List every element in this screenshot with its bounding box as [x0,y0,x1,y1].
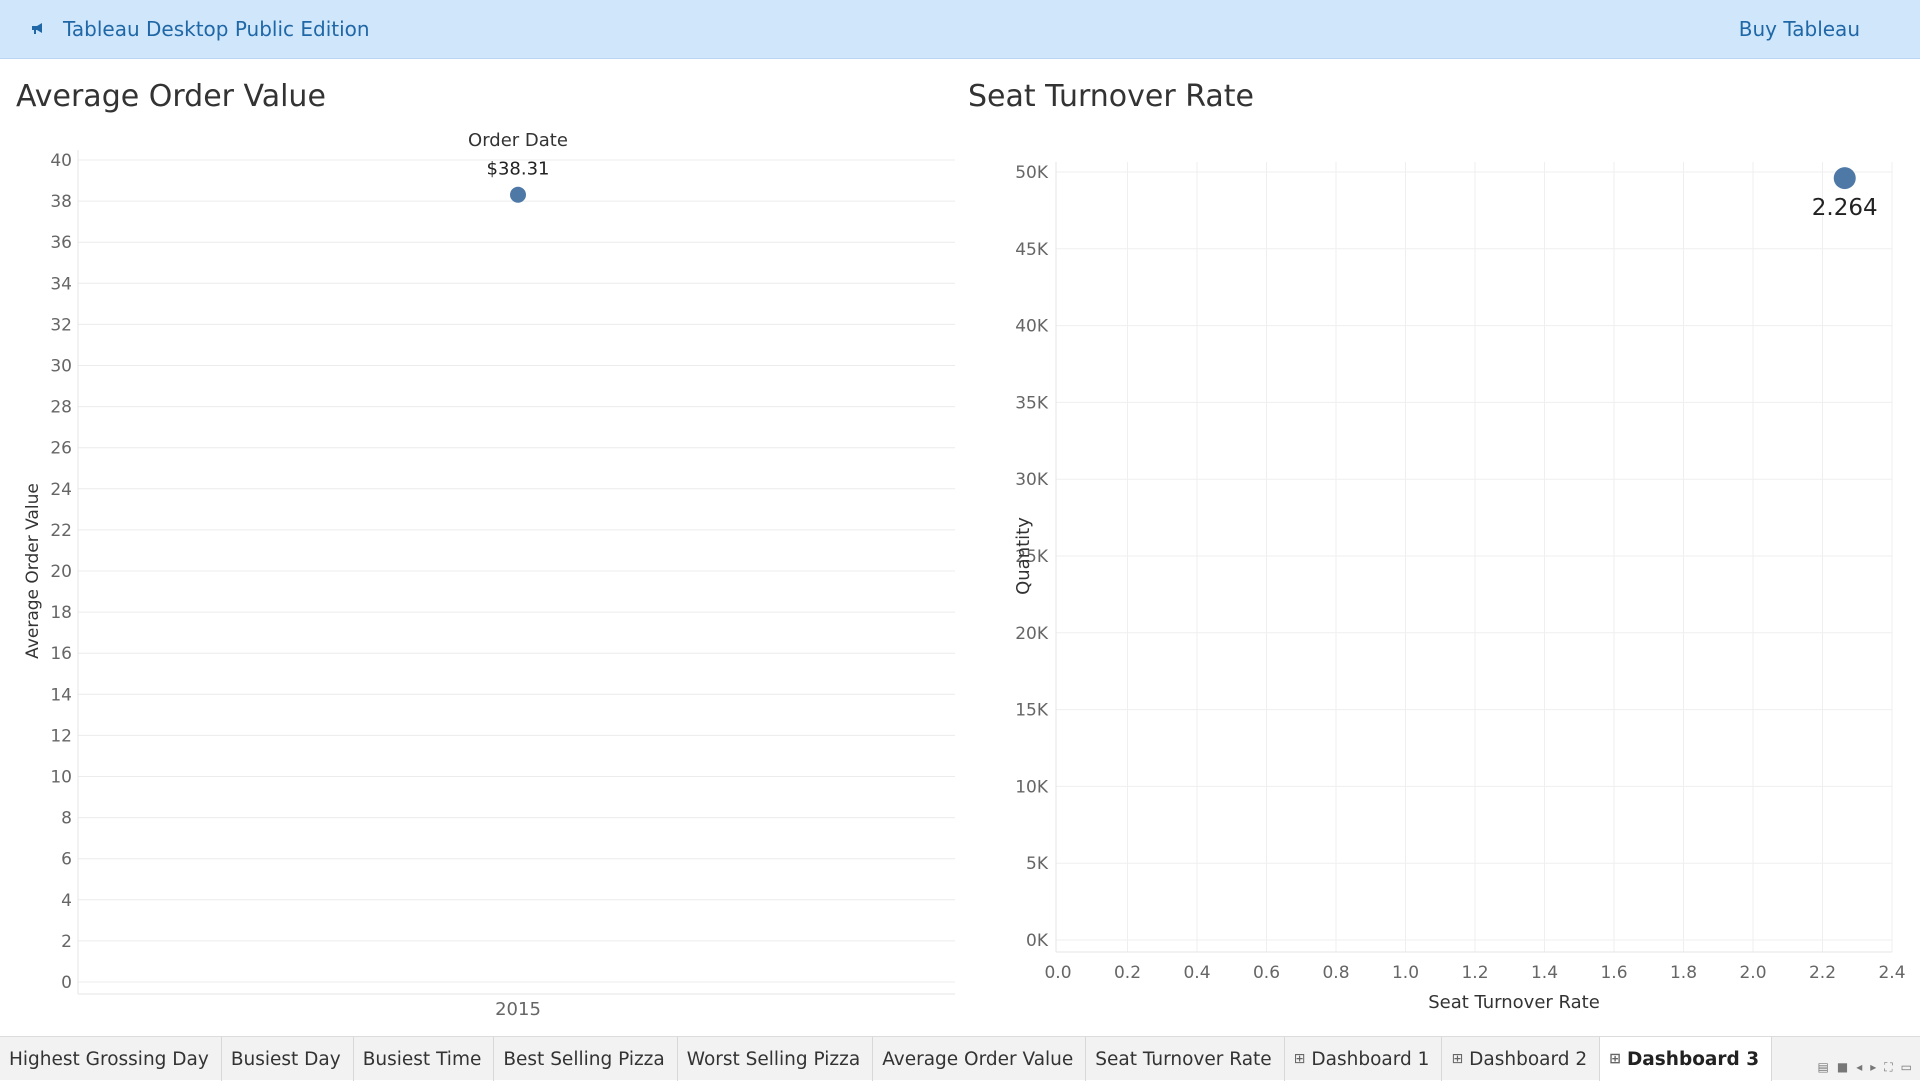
megaphone-icon [32,23,42,34]
x-tick-label: 0.0 [1044,963,1071,983]
x-tick-label: 0.8 [1322,963,1349,983]
y-axis-label: Average Order Value [23,483,43,659]
y-tick-label: 4 [61,891,72,911]
y-tick-label: 32 [50,315,72,335]
sheet-tab-label: Average Order Value [882,1048,1074,1070]
sheet-tab-label: Busiest Time [362,1048,482,1070]
y-tick-label: 25K [1015,547,1049,567]
x-tick-label: 0.4 [1183,963,1210,983]
sheet-tab-bar: Highest Grossing Day Busiest Day Busiest T… [0,1036,1920,1081]
tab-controls: ▤ ■ ◂ ▸ ⛶ ▭ [1818,1061,1913,1073]
next-sheet-icon[interactable]: ▸ [1870,1060,1877,1074]
fullscreen-icon[interactable]: ⛶ [1884,1060,1893,1074]
y-tick-label: 14 [50,685,72,705]
x-tick-label: 1.4 [1531,963,1558,983]
y-tick-label: 6 [61,850,72,870]
previous-sheet-icon[interactable]: ◂ [1856,1060,1863,1074]
y-tick-label: 0 [61,973,72,993]
data-point [1833,167,1856,190]
x-tick-label: 1.2 [1461,963,1488,983]
sheet-tab[interactable]: Average Order Value [873,1037,1087,1081]
y-tick-label: 34 [50,274,72,294]
y-tick-label: 40 [50,151,72,171]
seat-turnover-rate-chart[interactable]: 0.0 0.2 0.4 0.6 0.8 1.0 1.2 1.4 1.6 1.8 2.0 2.2 2.4 0… [956,120,1920,1030]
x-tick-label: 0.2 [1114,963,1141,983]
y-tick-label: 5K [1026,854,1049,874]
top-banner: Tableau Desktop Public Edition Buy Table… [0,0,1920,59]
dashboard-icon: ⊞ [1609,1051,1621,1067]
y-tick-label: 28 [50,398,72,418]
data-label: $38.31 [487,159,550,180]
y-tick-label: 15K [1015,701,1049,721]
column-header-order-date: Order Date [468,130,568,151]
sheet-tab-label: Busiest Day [230,1048,341,1070]
y-tick-label: 40K [1015,317,1049,337]
x-tick-label: 1.0 [1392,963,1419,983]
y-tick-label: 36 [50,233,72,253]
x-tick-label: 1.6 [1600,963,1627,983]
sheet-tab-label: Highest Grossing Day [9,1048,209,1070]
sheet-title-seat-turnover-rate: Seat Turnover Rate [968,79,1255,114]
y-tick-label: 26 [50,439,72,459]
sheet-tab-label: Dashboard 3 [1626,1048,1760,1070]
y-tick-label: 30 [50,357,72,377]
presentation-mode-icon[interactable]: ▭ [1900,1060,1912,1074]
show-filmstrip-icon[interactable]: ■ [1836,1060,1849,1074]
y-tick-label: 16 [50,644,72,664]
app-title: Tableau Desktop Public Edition [63,17,370,41]
sheet-tab-label: Dashboard 2 [1469,1048,1588,1070]
y-tick-label: 8 [61,809,72,829]
x-category-label: 2015 [495,999,541,1020]
sheet-tab[interactable]: Busiest Day [222,1037,354,1081]
y-tick-label: 10K [1015,777,1049,797]
y-tick-label: 30K [1015,470,1049,490]
sheet-tab-label: Best Selling Pizza [503,1048,665,1070]
x-tick-label: 2.4 [1878,963,1905,983]
data-point [510,186,526,203]
show-sheet-list-icon[interactable]: ▤ [1817,1060,1829,1074]
y-tick-label: 50K [1015,163,1049,183]
sheet-tabs: Highest Grossing Day Busiest Day Busiest T… [0,1037,1773,1081]
data-label: 2.264 [1812,195,1878,221]
dashboard-icon: ⊞ [1451,1051,1464,1067]
x-tick-label: 0.6 [1253,963,1280,983]
y-tick-label: 24 [50,480,72,500]
sheet-tab-label: Worst Selling Pizza [686,1048,861,1070]
sheet-tab-label: Seat Turnover Rate [1095,1048,1272,1070]
y-axis-label: Quantity [1013,517,1034,595]
y-tick-label: 12 [50,726,72,746]
sheet-tab[interactable]: Seat Turnover Rate [1086,1037,1285,1081]
sheet-tab[interactable]: ⊞ Dashboard 2 [1442,1037,1601,1081]
sheet-tab-label: Dashboard 1 [1311,1048,1430,1070]
y-tick-label: 20K [1015,624,1049,644]
sheet-tab[interactable]: Highest Grossing Day [0,1037,222,1081]
buy-tableau-link[interactable]: Buy Tableau [1738,17,1860,41]
y-tick-label: 35K [1015,393,1049,413]
y-tick-label: 2 [61,932,72,952]
y-tick-label: 10 [50,768,72,788]
sheet-title-average-order-value: Average Order Value [16,79,326,114]
sheet-tab[interactable]: ⊞ Dashboard 1 [1285,1037,1443,1081]
x-tick-label: 2.2 [1809,963,1836,983]
x-tick-label: 1.8 [1670,963,1697,983]
sheet-tab[interactable]: ⊞ Dashboard 3 [1600,1037,1773,1081]
y-tick-label: 0K [1026,931,1049,951]
y-tick-label: 22 [50,521,72,541]
dashboard-icon: ⊞ [1293,1051,1306,1067]
average-order-value-chart[interactable]: 0246810121416182022242628303234363840Ave… [0,120,960,1030]
y-tick-label: 38 [50,192,72,212]
x-axis-label: Seat Turnover Rate [1428,992,1600,1013]
sheet-tab[interactable]: Best Selling Pizza [494,1037,678,1081]
y-tick-label: 45K [1015,240,1049,260]
sheet-tab[interactable]: Busiest Time [354,1037,495,1081]
sheet-tab[interactable]: Worst Selling Pizza [678,1037,874,1081]
y-tick-label: 20 [50,562,72,582]
x-tick-label: 2.0 [1739,963,1766,983]
y-tick-label: 18 [50,603,72,623]
